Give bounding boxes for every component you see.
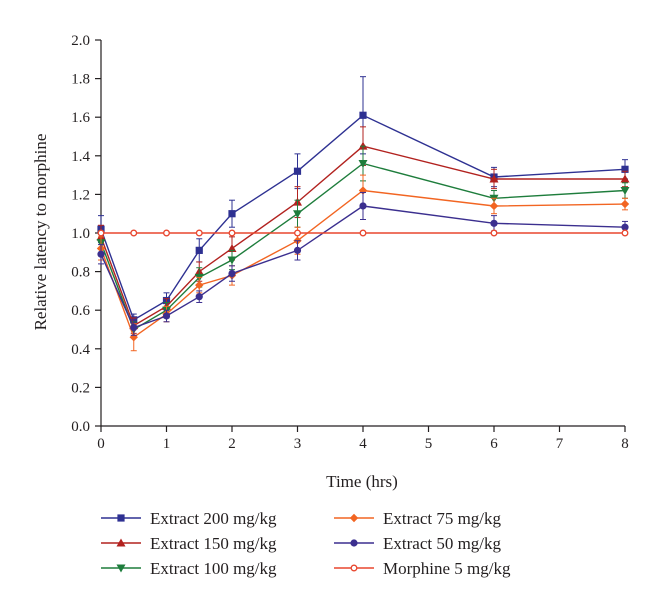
data-point (359, 111, 367, 119)
legend: Extract 200 mg/kg Extract 150 mg/kg Extrac… (101, 509, 511, 578)
data-point (228, 269, 236, 278)
legend-label: Extract 150 mg/kg (150, 534, 277, 553)
legend-marker (349, 513, 359, 523)
legend-item: Extract 200 mg/kg (101, 509, 277, 528)
y-axis-label: Relative latency to morphine (31, 134, 50, 331)
legend-item: Morphine 5 mg/kg (334, 559, 511, 578)
x-tick-label: 6 (490, 436, 498, 452)
data-point (228, 210, 236, 218)
data-point (620, 174, 630, 183)
data-point (195, 293, 203, 301)
data-point (97, 229, 105, 237)
x-tick-label: 2 (228, 436, 236, 452)
y-tick-label: 1.4 (71, 149, 90, 165)
data-point (489, 174, 499, 183)
legend-item: Extract 150 mg/kg (101, 534, 277, 553)
data-point (489, 201, 499, 211)
series-line (100, 205, 626, 329)
legend-marker (116, 538, 126, 547)
data-point (293, 210, 302, 219)
data-point (293, 167, 302, 175)
legend-label: Extract 75 mg/kg (383, 509, 502, 528)
legend-label: Extract 100 mg/kg (150, 559, 277, 578)
x-tick-label: 5 (425, 436, 433, 452)
data-point (490, 229, 498, 237)
data-point (490, 219, 498, 227)
data-point (97, 250, 105, 258)
x-axis-label: Time (hrs) (326, 472, 398, 491)
legend-marker (117, 514, 125, 522)
legend-label: Extract 200 mg/kg (150, 509, 277, 528)
y-tick-label: 1.8 (71, 72, 90, 88)
data-point (195, 229, 203, 237)
data-point (195, 246, 203, 254)
x-tick-label: 0 (97, 436, 105, 452)
y-tick-label: 1.6 (71, 110, 90, 126)
y-tick-label: 1.0 (71, 226, 90, 242)
data-point (359, 202, 367, 210)
x-tick-label: 1 (163, 436, 171, 452)
data-point (162, 312, 171, 320)
y-tick-label: 0.4 (71, 342, 90, 358)
series-5 (97, 191, 629, 336)
data-point (620, 199, 630, 209)
data-point (294, 229, 301, 237)
data-point (621, 229, 629, 237)
y-tick-label: 0.0 (71, 419, 90, 435)
data-point (129, 333, 138, 342)
data-point (130, 229, 138, 237)
data-point (130, 323, 138, 332)
data-point (195, 280, 204, 290)
series-6 (97, 229, 629, 237)
legend-item: Extract 100 mg/kg (101, 559, 277, 578)
y-tick-label: 0.6 (71, 303, 90, 319)
legend-item: Extract 50 mg/kg (334, 534, 502, 553)
axes: 0.0 0.2 0.4 0.6 0.8 1.0 1.2 1.4 1.6 1.8 2.0 0 1 2 3 4 5 6… (71, 33, 629, 452)
y-tick-label: 0.2 (71, 380, 90, 396)
data-point (228, 229, 236, 237)
data-point (620, 187, 630, 196)
legend-marker (116, 564, 126, 573)
data-point (621, 165, 629, 173)
y-tick-label: 2.0 (71, 33, 90, 49)
x-tick-label: 8 (621, 436, 629, 452)
legend-marker (350, 564, 358, 572)
legend-marker (350, 539, 358, 547)
y-tick-label: 1.2 (71, 187, 90, 203)
x-tick-label: 4 (359, 436, 367, 452)
legend-label: Morphine 5 mg/kg (383, 559, 511, 578)
series-layer (96, 76, 630, 352)
x-tick-label: 7 (556, 436, 564, 452)
data-point (293, 246, 302, 254)
y-tick-label: 0.8 (71, 265, 90, 281)
data-point (359, 229, 367, 237)
data-point (358, 160, 368, 169)
legend-label: Extract 50 mg/kg (383, 534, 502, 553)
x-tick-label: 3 (294, 436, 302, 452)
data-point (621, 223, 629, 231)
data-point (163, 229, 170, 237)
legend-item: Extract 75 mg/kg (334, 509, 502, 528)
data-point (227, 256, 237, 265)
